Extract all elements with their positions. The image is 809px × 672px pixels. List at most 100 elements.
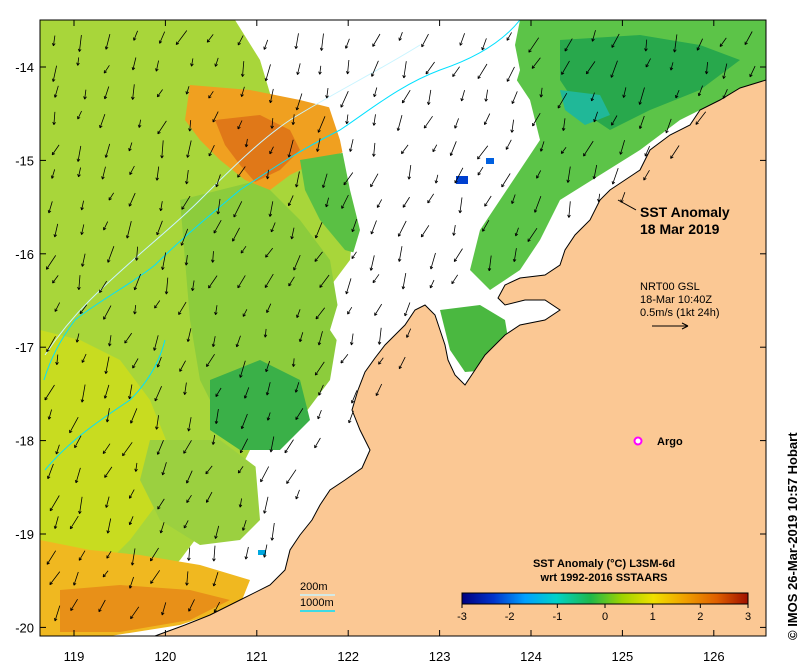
current-arrow-icon (185, 470, 193, 484)
current-arrow-icon (505, 139, 512, 150)
current-arrow-icon (104, 143, 111, 158)
current-arrow-icon (129, 165, 135, 176)
argo-marker-icon (633, 436, 643, 446)
current-arrow-icon (346, 59, 350, 75)
current-arrow-icon (644, 39, 648, 52)
current-arrow-icon (156, 220, 163, 236)
current-arrow-icon (265, 382, 271, 396)
current-arrow-icon (290, 227, 295, 240)
current-arrow-icon (407, 165, 412, 180)
current-arrow-icon (291, 114, 296, 126)
current-arrow-icon (295, 408, 304, 420)
current-arrow-icon (402, 196, 410, 208)
current-arrow-icon (511, 194, 516, 205)
current-arrow-icon (205, 465, 213, 475)
current-arrow-icon (372, 142, 376, 157)
lon-tick-label: 124 (520, 649, 542, 664)
current-arrow-icon (46, 255, 57, 270)
current-arrow-icon (593, 111, 598, 123)
current-arrow-icon (186, 328, 192, 342)
current-arrow-icon (125, 221, 132, 239)
current-arrow-icon (128, 142, 133, 152)
current-arrow-icon (696, 38, 703, 51)
title-pointer-line (617, 199, 637, 211)
current-arrow-icon (531, 57, 541, 69)
current-arrow-icon (238, 498, 243, 508)
current-arrow-icon (161, 462, 167, 476)
current-arrow-icon (560, 146, 567, 154)
current-arrow-icon (216, 198, 221, 215)
current-arrow-icon (564, 38, 573, 52)
current-arrow-icon (130, 548, 136, 566)
plot-frame (39, 19, 767, 637)
lat-tick-label: -14 (15, 60, 34, 75)
current-arrow-icon (611, 167, 619, 185)
current-arrow-icon (239, 438, 249, 454)
current-arrow-icon (208, 91, 214, 99)
current-arrow-icon (314, 361, 325, 376)
current-arrow-icon (477, 63, 488, 80)
current-arrow-icon (133, 30, 138, 41)
current-arrow-icon (351, 218, 358, 233)
current-arrow-icon (287, 195, 294, 207)
lon-tick-label: 119 (64, 649, 85, 664)
current-arrow-icon (319, 274, 330, 288)
current-arrow-icon (103, 305, 112, 320)
current-arrow-icon (131, 57, 137, 71)
current-arrow-icon (585, 61, 596, 75)
lon-tick-label: 122 (337, 649, 359, 664)
current-arrow-icon (80, 200, 84, 211)
current-arrow-icon (108, 192, 115, 201)
current-arrow-icon (511, 91, 518, 105)
current-arrow-icon (81, 253, 86, 267)
current-arrow-icon (402, 61, 407, 79)
lon-tick-label: 126 (703, 649, 725, 664)
current-arrow-icon (137, 119, 142, 128)
sst-patch-southwest-deep (60, 585, 230, 632)
lat-tick-label: -15 (15, 153, 34, 168)
current-arrow-icon (482, 220, 490, 232)
current-arrow-icon (175, 30, 188, 46)
current-arrow-icon (211, 251, 215, 263)
current-arrow-icon (340, 91, 349, 108)
current-arrow-icon (237, 166, 246, 178)
current-arrow-icon (376, 199, 383, 208)
current-arrow-icon (401, 273, 407, 290)
current-arrow-icon (434, 174, 439, 184)
sst-cold-spot-2 (486, 158, 494, 164)
contour-1000m (43, 20, 521, 381)
current-arrow-icon (133, 305, 137, 315)
current-arrow-icon (425, 61, 435, 75)
current-arrow-icon (372, 274, 380, 284)
current-arrow-icon (124, 332, 133, 344)
current-arrow-icon (264, 273, 274, 288)
current-arrow-icon (477, 166, 484, 176)
current-arrow-icon (532, 112, 541, 127)
current-arrow-icon (429, 252, 436, 270)
current-arrow-icon (75, 333, 80, 343)
current-arrow-icon (665, 118, 672, 134)
current-arrow-icon (76, 145, 82, 162)
current-arrow-icon (510, 119, 514, 133)
current-arrow-icon (592, 164, 598, 180)
current-arrow-icon (264, 64, 271, 82)
colorbar-ticks: -3 -2 -1 0 1 2 3 (457, 604, 751, 623)
current-arrow-icon (106, 518, 112, 534)
current-arrow-icon (321, 173, 328, 188)
current-arrow-icon (80, 384, 86, 403)
current-arrow-icon (132, 358, 139, 369)
current-arrow-icon (99, 113, 106, 129)
current-arrow-icon (484, 195, 492, 207)
current-arrow-icon (134, 246, 139, 261)
current-arrow-icon (98, 599, 106, 613)
current-arrow-icon (369, 255, 375, 271)
current-arrow-icon (432, 144, 438, 153)
current-scale-label: 0.5m/s (1kt 24h) (640, 307, 719, 319)
current-arrow-icon (54, 302, 61, 312)
current-arrow-icon (187, 547, 191, 561)
current-arrow-icon (79, 304, 88, 315)
sst-data-layer (40, 20, 766, 636)
current-arrow-icon (401, 89, 411, 104)
current-arrow-icon (156, 356, 162, 368)
